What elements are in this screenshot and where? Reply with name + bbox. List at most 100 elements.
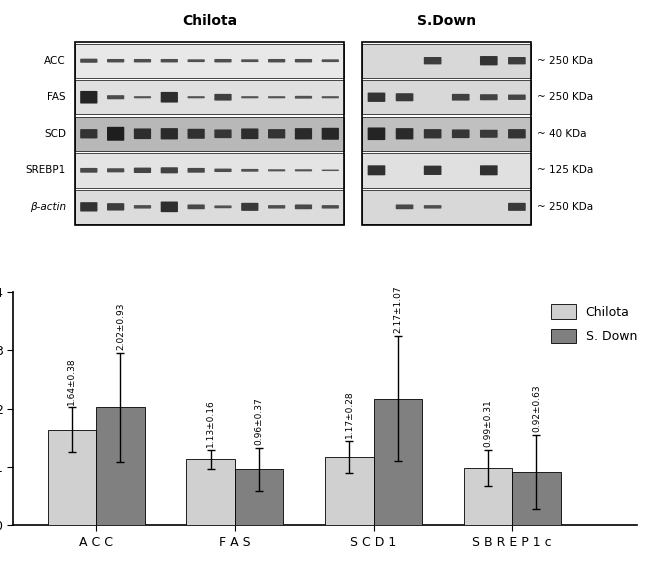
FancyBboxPatch shape [480, 56, 498, 66]
FancyBboxPatch shape [214, 59, 231, 63]
FancyBboxPatch shape [134, 59, 151, 63]
Text: S.Down: S.Down [417, 14, 476, 28]
FancyBboxPatch shape [424, 166, 441, 175]
FancyBboxPatch shape [295, 128, 312, 140]
FancyBboxPatch shape [396, 205, 413, 209]
FancyBboxPatch shape [295, 205, 312, 209]
Text: 2.17±1.07: 2.17±1.07 [393, 286, 402, 333]
Text: 1.64±0.38: 1.64±0.38 [68, 357, 77, 405]
Text: 2.02±0.93: 2.02±0.93 [116, 303, 125, 350]
FancyBboxPatch shape [214, 206, 231, 208]
Text: Chilota: Chilota [182, 14, 237, 28]
FancyBboxPatch shape [80, 59, 98, 63]
FancyBboxPatch shape [214, 129, 231, 138]
Text: β-actin: β-actin [30, 202, 66, 212]
FancyBboxPatch shape [268, 96, 285, 98]
FancyBboxPatch shape [107, 168, 124, 172]
FancyBboxPatch shape [424, 129, 441, 138]
FancyBboxPatch shape [295, 170, 312, 171]
Bar [325, 457, 374, 525]
Text: 0.99±0.31: 0.99±0.31 [484, 399, 493, 446]
FancyBboxPatch shape [75, 44, 344, 78]
FancyBboxPatch shape [322, 205, 339, 208]
Bar [512, 472, 561, 525]
FancyBboxPatch shape [322, 96, 339, 98]
FancyBboxPatch shape [241, 169, 259, 172]
FancyBboxPatch shape [452, 129, 469, 138]
FancyBboxPatch shape [508, 57, 526, 64]
FancyBboxPatch shape [241, 203, 259, 211]
FancyBboxPatch shape [80, 129, 98, 138]
FancyBboxPatch shape [322, 59, 339, 62]
Bar [374, 399, 422, 525]
FancyBboxPatch shape [161, 128, 178, 140]
Legend: Chilota, S. Down: Chilota, S. Down [544, 298, 644, 349]
FancyBboxPatch shape [187, 59, 205, 62]
FancyBboxPatch shape [396, 93, 413, 101]
FancyBboxPatch shape [508, 94, 526, 100]
FancyBboxPatch shape [396, 128, 413, 140]
FancyBboxPatch shape [268, 205, 285, 208]
FancyBboxPatch shape [363, 44, 531, 78]
FancyBboxPatch shape [187, 129, 205, 139]
FancyBboxPatch shape [295, 96, 312, 99]
FancyBboxPatch shape [107, 127, 124, 141]
Bar [235, 470, 283, 525]
FancyBboxPatch shape [187, 96, 205, 98]
FancyBboxPatch shape [452, 94, 469, 101]
Bar [47, 429, 96, 525]
FancyBboxPatch shape [80, 91, 98, 103]
FancyBboxPatch shape [80, 168, 98, 173]
FancyBboxPatch shape [424, 57, 441, 64]
Text: ~ 250 KDa: ~ 250 KDa [537, 92, 593, 102]
FancyBboxPatch shape [161, 92, 178, 103]
FancyBboxPatch shape [363, 116, 531, 151]
Text: SREBP1: SREBP1 [26, 166, 66, 175]
Text: FAS: FAS [47, 92, 66, 102]
FancyBboxPatch shape [187, 205, 205, 209]
FancyBboxPatch shape [75, 153, 344, 188]
FancyBboxPatch shape [107, 203, 124, 211]
FancyBboxPatch shape [80, 202, 98, 211]
FancyBboxPatch shape [268, 170, 285, 171]
FancyBboxPatch shape [424, 205, 441, 208]
FancyBboxPatch shape [508, 203, 526, 211]
Text: 1.13±0.16: 1.13±0.16 [206, 399, 215, 447]
FancyBboxPatch shape [161, 202, 178, 212]
FancyBboxPatch shape [363, 190, 531, 224]
Bar [463, 468, 512, 525]
FancyBboxPatch shape [268, 59, 285, 63]
FancyBboxPatch shape [368, 93, 385, 102]
FancyBboxPatch shape [134, 128, 151, 139]
FancyBboxPatch shape [134, 205, 151, 208]
FancyBboxPatch shape [107, 95, 124, 99]
FancyBboxPatch shape [187, 168, 205, 173]
FancyBboxPatch shape [75, 190, 344, 224]
FancyBboxPatch shape [134, 168, 151, 173]
FancyBboxPatch shape [241, 96, 259, 98]
FancyBboxPatch shape [107, 59, 124, 63]
FancyBboxPatch shape [368, 166, 385, 175]
Text: SCD: SCD [44, 129, 66, 139]
FancyBboxPatch shape [322, 170, 339, 171]
Text: ~ 125 KDa: ~ 125 KDa [537, 166, 593, 175]
FancyBboxPatch shape [363, 153, 531, 188]
FancyBboxPatch shape [161, 59, 178, 63]
FancyBboxPatch shape [214, 94, 231, 101]
FancyBboxPatch shape [480, 166, 498, 175]
Text: 0.92±0.63: 0.92±0.63 [532, 384, 541, 432]
FancyBboxPatch shape [241, 59, 259, 62]
FancyBboxPatch shape [508, 129, 526, 138]
FancyBboxPatch shape [368, 128, 385, 140]
Text: ~ 250 KDa: ~ 250 KDa [537, 202, 593, 212]
Bar [96, 407, 145, 525]
FancyBboxPatch shape [363, 80, 531, 115]
Text: ACC: ACC [44, 56, 66, 66]
FancyBboxPatch shape [161, 167, 178, 173]
Text: 1.17±0.28: 1.17±0.28 [344, 390, 354, 438]
Text: ~ 250 KDa: ~ 250 KDa [537, 56, 593, 66]
Text: ~ 40 KDa: ~ 40 KDa [537, 129, 587, 139]
FancyBboxPatch shape [480, 94, 498, 100]
FancyBboxPatch shape [134, 96, 151, 98]
Bar [187, 459, 235, 525]
